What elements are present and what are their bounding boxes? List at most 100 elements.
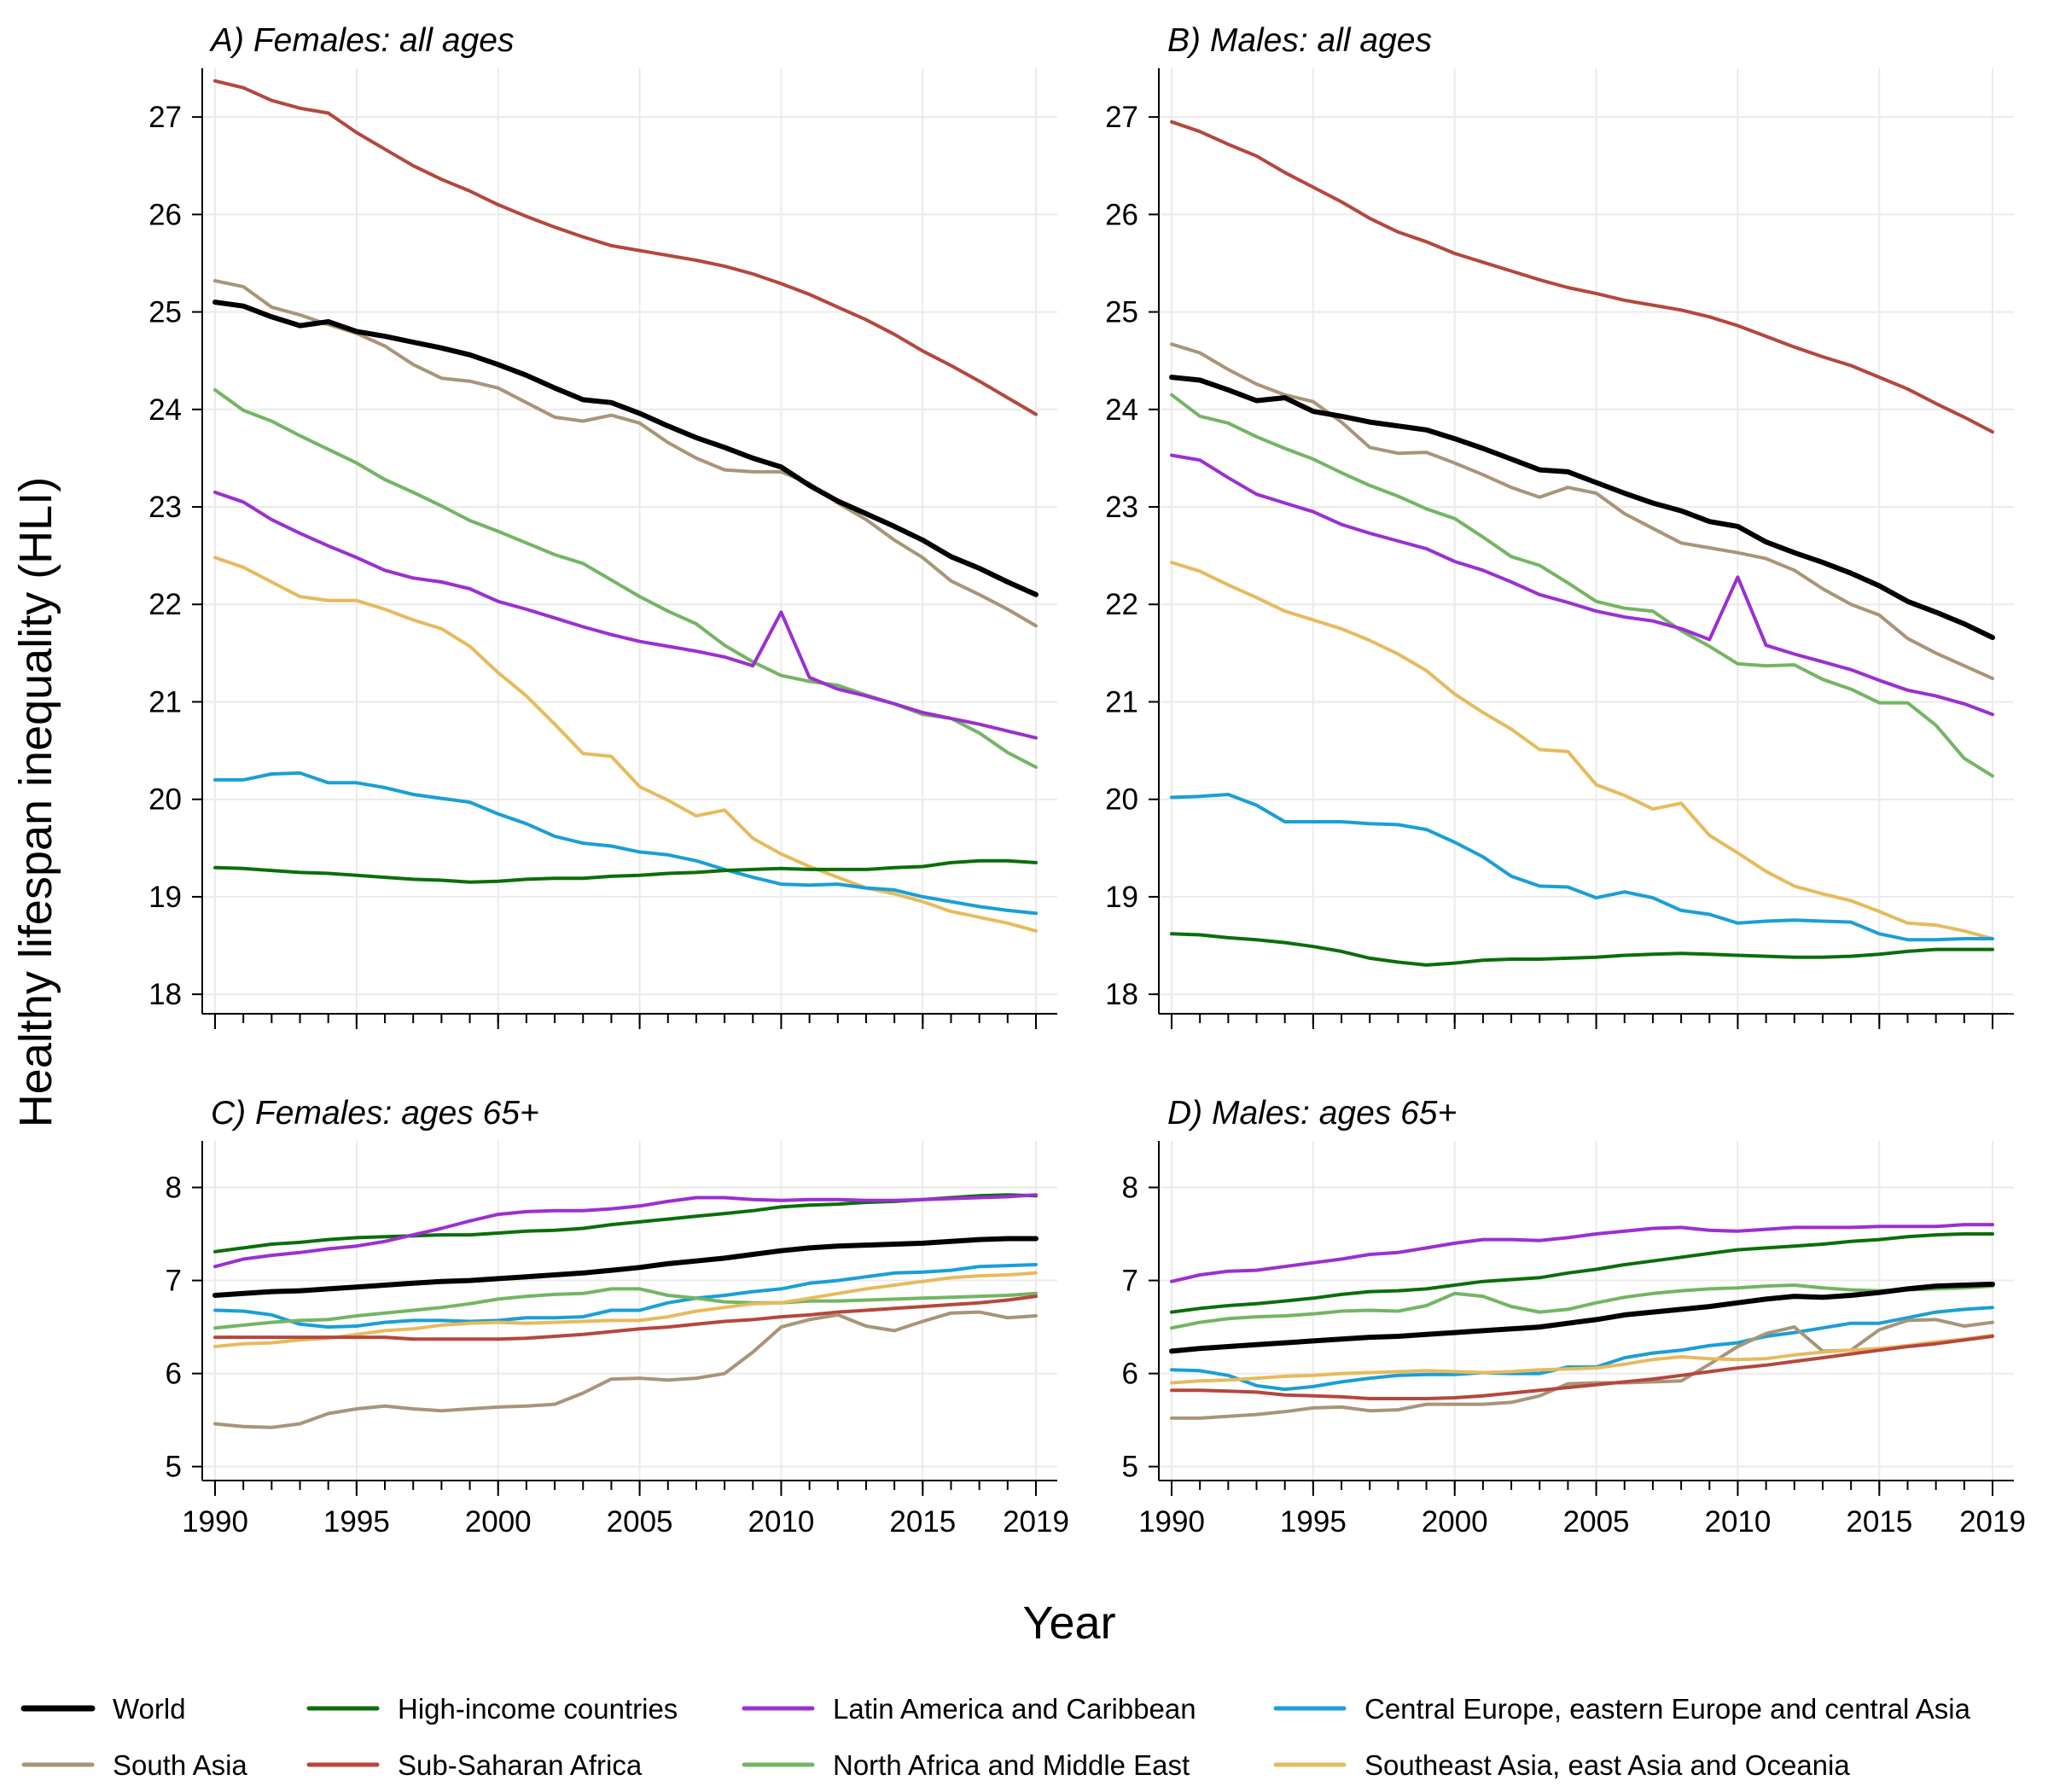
gridlines	[1159, 1141, 2014, 1481]
series-lines	[1169, 119, 1995, 967]
series-line-world	[1169, 1281, 1995, 1354]
x-tick-label: 2015	[889, 1505, 956, 1539]
legend-label: North Africa and Middle East	[833, 1749, 1190, 1781]
legend-label: Sub-Saharan Africa	[398, 1749, 643, 1781]
series-line-world	[1169, 375, 1995, 641]
series-line-lac	[1170, 1223, 1994, 1283]
gridlines	[202, 68, 1057, 1014]
x-tick-label: 1990	[182, 1505, 248, 1539]
series-line-hic	[1170, 932, 1994, 967]
x-axis-title: Year	[1022, 1597, 1115, 1649]
y-tick-label: 26	[1105, 198, 1138, 231]
y-tick-label: 25	[1105, 296, 1138, 329]
y-tick-label: 7	[166, 1265, 182, 1298]
panel-title: B) Males: all ages	[1167, 22, 1432, 59]
series-line-ssa	[213, 79, 1038, 416]
series-line-lac	[213, 490, 1038, 740]
series-line-hic	[213, 858, 1038, 884]
series-line-ssa	[213, 1295, 1038, 1341]
legend-item-lac: Latin America and Caribbean	[742, 1693, 1196, 1725]
series-line-nafme	[1170, 393, 1994, 778]
panel-A: 18 19 20 21 22 23 24 25 26 27 A) Females: all ages	[148, 22, 1057, 1029]
series-line-lac	[213, 1193, 1038, 1269]
panel-D: 5 6 7 8 1990 1995 2000 2005 2010 2015 2019 D) Males…	[1122, 1095, 2026, 1539]
x-tick-label: 2000	[1422, 1505, 1488, 1539]
legend-item-hic: High-income countries	[306, 1693, 678, 1725]
x-tick-label: 2000	[465, 1505, 532, 1539]
series-line-sa	[213, 1310, 1038, 1429]
y-tick-label: 21	[1105, 685, 1138, 719]
series-line-lac	[1170, 453, 1994, 717]
series-lines	[1169, 1223, 1995, 1420]
series-line-ssa	[1170, 119, 1994, 434]
y-tick-label: 21	[148, 685, 182, 719]
x-tick-label: 2019	[1003, 1505, 1069, 1539]
series-line-sa	[1170, 342, 1994, 681]
y-tick-label: 18	[1105, 978, 1138, 1011]
x-tick-label: 2005	[1563, 1505, 1630, 1539]
y-tick-label: 23	[1105, 491, 1138, 524]
legend: World High-income countries Latin America …	[20, 1693, 1971, 1781]
legend-item-seao: Southeast Asia, east Asia and Oceania	[1273, 1749, 1850, 1781]
panel-title: C) Females: ages 65+	[211, 1095, 539, 1132]
y-tick-label: 23	[148, 491, 182, 524]
series-line-ceeca	[213, 771, 1038, 916]
legend-label: Latin America and Caribbean	[833, 1693, 1196, 1725]
y-tick-label: 24	[1105, 393, 1138, 427]
y-tick-label: 20	[148, 783, 182, 817]
y-tick-label: 5	[1122, 1451, 1138, 1484]
series-lines	[212, 1193, 1039, 1429]
y-tick-label: 22	[148, 588, 182, 621]
series-line-world	[212, 300, 1039, 597]
y-tick-label: 8	[1122, 1172, 1138, 1205]
series-line-seao	[1170, 561, 1994, 940]
y-tick-label: 5	[166, 1451, 182, 1484]
gridlines	[1159, 68, 2014, 1014]
legend-label: Southeast Asia, east Asia and Oceania	[1364, 1749, 1850, 1781]
y-tick-label: 24	[148, 393, 182, 427]
y-tick-label: 6	[166, 1358, 182, 1391]
y-tick-label: 26	[148, 198, 182, 231]
legend-item-nafme: North Africa and Middle East	[742, 1749, 1190, 1781]
panel-title: A) Females: all ages	[209, 22, 514, 59]
series-lines	[212, 79, 1039, 933]
legend-label: High-income countries	[398, 1693, 678, 1725]
series-line-seao	[213, 1271, 1038, 1348]
series-line-ssa	[1170, 1335, 1994, 1400]
x-tick-label: 1995	[323, 1505, 390, 1539]
x-tick-label: 2010	[1705, 1505, 1772, 1539]
panel-title: D) Males: ages 65+	[1167, 1095, 1457, 1132]
y-tick-label: 8	[166, 1172, 182, 1205]
series-line-ceeca	[1170, 793, 1994, 942]
legend-item-world: World	[20, 1693, 186, 1725]
legend-item-ceeca: Central Europe, eastern Europe and centr…	[1273, 1693, 1971, 1725]
x-tick-label: 2019	[1959, 1505, 2026, 1539]
series-line-seao	[1170, 1333, 1994, 1385]
legend-item-sa: South Asia	[21, 1749, 247, 1781]
y-tick-label: 19	[148, 881, 182, 914]
series-line-sa	[1170, 1318, 1994, 1420]
x-tick-label: 1995	[1280, 1505, 1347, 1539]
panels: 18 19 20 21 22 23 24 25 26 27 A) Females: all ages…	[148, 22, 2026, 1539]
series-line-hic	[1170, 1232, 1994, 1314]
x-tick-label: 2005	[607, 1505, 673, 1539]
y-tick-label: 25	[148, 296, 182, 329]
series-line-ceeca	[213, 1263, 1038, 1329]
y-tick-label: 18	[148, 978, 182, 1011]
x-tick-label: 1990	[1138, 1505, 1205, 1539]
y-tick-label: 19	[1105, 881, 1138, 914]
panel-C: 5 6 7 8 1990 1995 2000 2005 2010 2015 2019 C) Femal…	[166, 1095, 1069, 1539]
y-tick-label: 6	[1122, 1358, 1138, 1391]
legend-label: South Asia	[113, 1749, 247, 1781]
series-line-world	[212, 1236, 1039, 1298]
x-tick-label: 2015	[1846, 1505, 1912, 1539]
legend-label: Central Europe, eastern Europe and centr…	[1364, 1693, 1971, 1725]
y-tick-label: 27	[148, 101, 182, 134]
y-tick-label: 27	[1105, 101, 1138, 134]
series-line-nafme	[1170, 1283, 1994, 1330]
series-line-seao	[213, 556, 1038, 933]
y-tick-label: 7	[1122, 1265, 1138, 1298]
y-axis-title: Healthy lifespan inequality (HLI)	[10, 477, 61, 1127]
y-tick-label: 22	[1105, 588, 1138, 621]
